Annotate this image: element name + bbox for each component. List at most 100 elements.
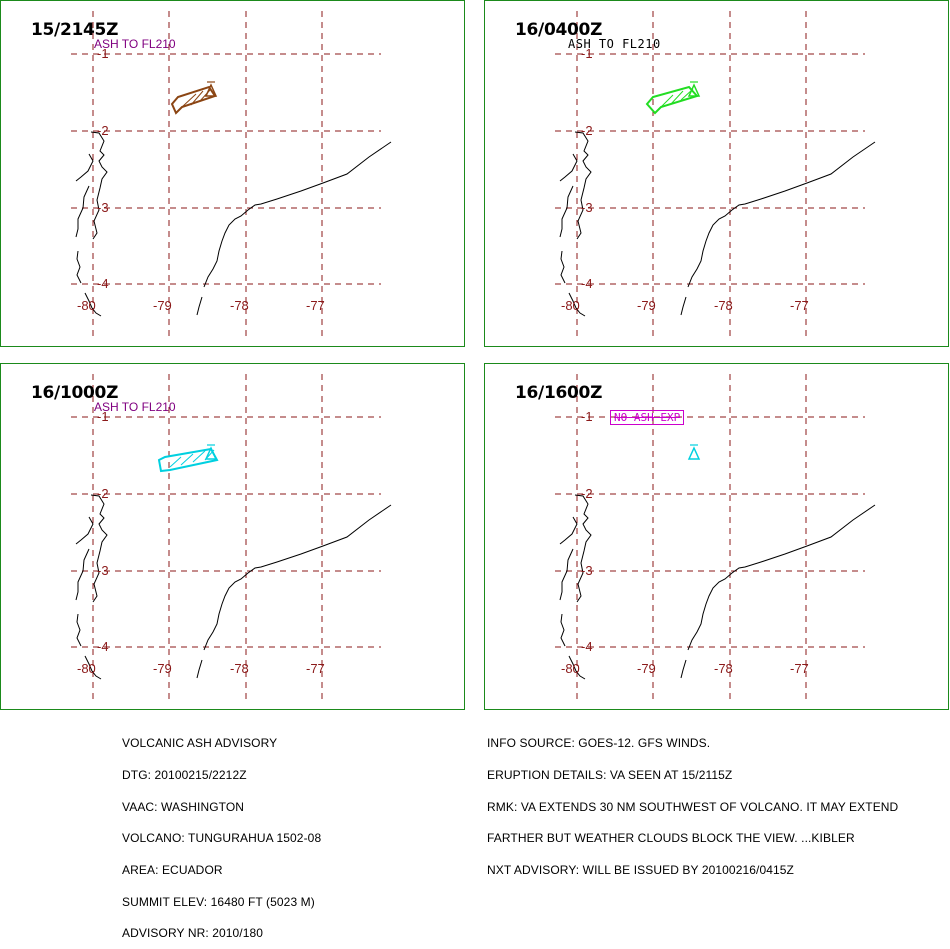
advisory-remark-2: FARTHER BUT WEATHER CLOUDS BLOCK THE VIE… <box>487 831 855 846</box>
coastline <box>90 131 108 240</box>
ash-plume-polygon <box>645 85 699 115</box>
ash-hatch-line <box>181 93 197 108</box>
longitude-tick-label: -78 <box>230 298 249 313</box>
latitude-tick-label: -2 <box>97 486 109 501</box>
advisory-eruption-details: ERUPTION DETAILS: VA SEEN AT 15/2115Z <box>487 767 733 782</box>
latitude-tick-label: -1 <box>581 46 593 61</box>
coastline <box>574 494 592 603</box>
longitude-tick-label: -79 <box>153 298 172 313</box>
longitude-tick-label: -78 <box>714 661 733 676</box>
latitude-tick-label: -3 <box>581 563 593 578</box>
ash-hatch-line <box>190 90 204 106</box>
coastline <box>560 250 566 284</box>
advisory-area: AREA: ECUADOR <box>122 862 223 877</box>
map-canvas: -1 -2 -3 -4-80 -79 -78 -77 <box>71 11 392 341</box>
ash-hatch-line <box>660 94 674 108</box>
latitude-tick-label: -4 <box>581 639 593 654</box>
ash-plume-polygon <box>157 447 219 473</box>
ash-level-label: ASH TO FL210 <box>94 400 176 414</box>
ash-level-label: ASH TO FL210 <box>94 37 176 51</box>
latitude-tick-label: -2 <box>97 123 109 138</box>
longitude-tick-label: -78 <box>230 661 249 676</box>
coastline <box>559 548 574 601</box>
latitude-tick-label: -2 <box>581 123 593 138</box>
latitude-tick-label: -3 <box>97 200 109 215</box>
ash-level-label: ASH TO FL210 <box>568 37 661 51</box>
coastline <box>203 141 392 288</box>
ash-hatch-line <box>169 456 182 468</box>
latitude-tick-label: -4 <box>97 276 109 291</box>
coastline <box>75 516 94 545</box>
coastline <box>84 292 102 317</box>
coastline <box>76 613 82 647</box>
no-ash-label: NO ASH EXP <box>610 410 685 425</box>
longitude-tick-label: -78 <box>714 298 733 313</box>
coastline <box>560 613 566 647</box>
forecast-time: 16/0400Z <box>515 20 603 40</box>
coastline <box>559 516 578 545</box>
coastline <box>687 141 876 288</box>
latitude-tick-label: -3 <box>581 200 593 215</box>
ash-hatch-line <box>192 450 206 463</box>
longitude-tick-label: -80 <box>561 298 580 313</box>
coastline <box>76 250 82 284</box>
forecast-panel-16-1000z: -1 -2 -3 -4 -80 -79 -78 -77 16/1000Z ASH TO FL210 <box>0 363 465 710</box>
coastline <box>568 655 586 680</box>
latitude-tick-label: -1 <box>97 46 109 61</box>
map-canvas: -1 -2 -3 -4-80 -79 -78 -77 <box>555 374 876 704</box>
coastline <box>196 296 203 316</box>
longitude-tick-label: -77 <box>306 298 325 313</box>
coastline <box>559 153 578 182</box>
advisory-remark-1: RMK: VA EXTENDS 30 NM SOUTHWEST OF VOLCA… <box>487 799 899 814</box>
ash-hatch-line <box>180 453 194 466</box>
volcano-triangle-icon <box>687 81 701 97</box>
longitude-tick-label: -80 <box>561 661 580 676</box>
latitude-tick-label: -1 <box>581 409 593 424</box>
forecast-panel-16-1600z: -1 -2 -3 -4 -80 -79 -78 -77 16/1600Z NO ASH EXP <box>484 363 949 710</box>
longitude-tick-label: -79 <box>637 661 656 676</box>
coastline <box>687 504 876 651</box>
longitude-tick-label: -79 <box>637 298 656 313</box>
longitude-tick-label: -77 <box>790 661 809 676</box>
forecast-panel-16-0400z: -1 -2 -3 -4 -80 -79 -78 -77 16/0400Z ASH TO FL210 <box>484 0 949 347</box>
coastline <box>680 659 687 679</box>
coastline <box>90 494 108 603</box>
forecast-panel-15-2145z: -1 -2 -3 -4 -80 -79 -78 -77 15/2145Z ASH TO FL210 <box>0 0 465 347</box>
forecast-time: 16/1600Z <box>515 383 603 403</box>
coastline <box>75 548 90 601</box>
map-canvas: -1 -2 -3 -4-80 -79 -78 -77 <box>555 11 876 341</box>
longitude-tick-label: -80 <box>77 661 96 676</box>
latitude-tick-label: -4 <box>581 276 593 291</box>
longitude-tick-label: -77 <box>306 661 325 676</box>
longitude-tick-label: -79 <box>153 661 172 676</box>
advisory-text-left: VOLCANIC ASH ADVISORY DTG: 20100215/2212… <box>122 717 321 949</box>
coastline <box>559 185 574 238</box>
coastline <box>75 185 90 238</box>
volcano-triangle-icon <box>204 444 218 460</box>
latitude-tick-label: -1 <box>97 409 109 424</box>
latitude-tick-label: -4 <box>97 639 109 654</box>
advisory-volcano: VOLCANO: TUNGURAHUA 1502-08 <box>122 831 322 846</box>
coastline <box>568 292 586 317</box>
latitude-tick-label: -2 <box>581 486 593 501</box>
advisory-number: ADVISORY NR: 2010/180 <box>122 926 264 941</box>
advisory-title: VOLCANIC ASH ADVISORY <box>122 736 278 751</box>
advisory-summit-elev: SUMMIT ELEV: 16480 FT (5023 M) <box>122 894 315 909</box>
volcano-triangle-icon <box>204 81 218 97</box>
advisory-next: NXT ADVISORY: WILL BE ISSUED BY 20100216… <box>487 862 794 877</box>
advisory-vaac: VAAC: WASHINGTON <box>122 799 245 814</box>
longitude-tick-label: -77 <box>790 298 809 313</box>
coastline <box>84 655 102 680</box>
coastline <box>196 659 203 679</box>
longitude-tick-label: -80 <box>77 298 96 313</box>
forecast-time: 15/2145Z <box>31 20 119 40</box>
advisory-dtg: DTG: 20100215/2212Z <box>122 767 247 782</box>
coastline <box>75 153 94 182</box>
map-canvas: -1 -2 -3 -4-80 -79 -78 -77 <box>71 374 392 704</box>
volcano-triangle-icon <box>687 444 701 460</box>
advisory-text-right: INFO SOURCE: GOES-12. GFS WINDS. ERUPTIO… <box>487 717 898 886</box>
coastline <box>680 296 687 316</box>
forecast-time: 16/1000Z <box>31 383 119 403</box>
advisory-info-source: INFO SOURCE: GOES-12. GFS WINDS. <box>487 736 711 751</box>
coastline <box>203 504 392 651</box>
